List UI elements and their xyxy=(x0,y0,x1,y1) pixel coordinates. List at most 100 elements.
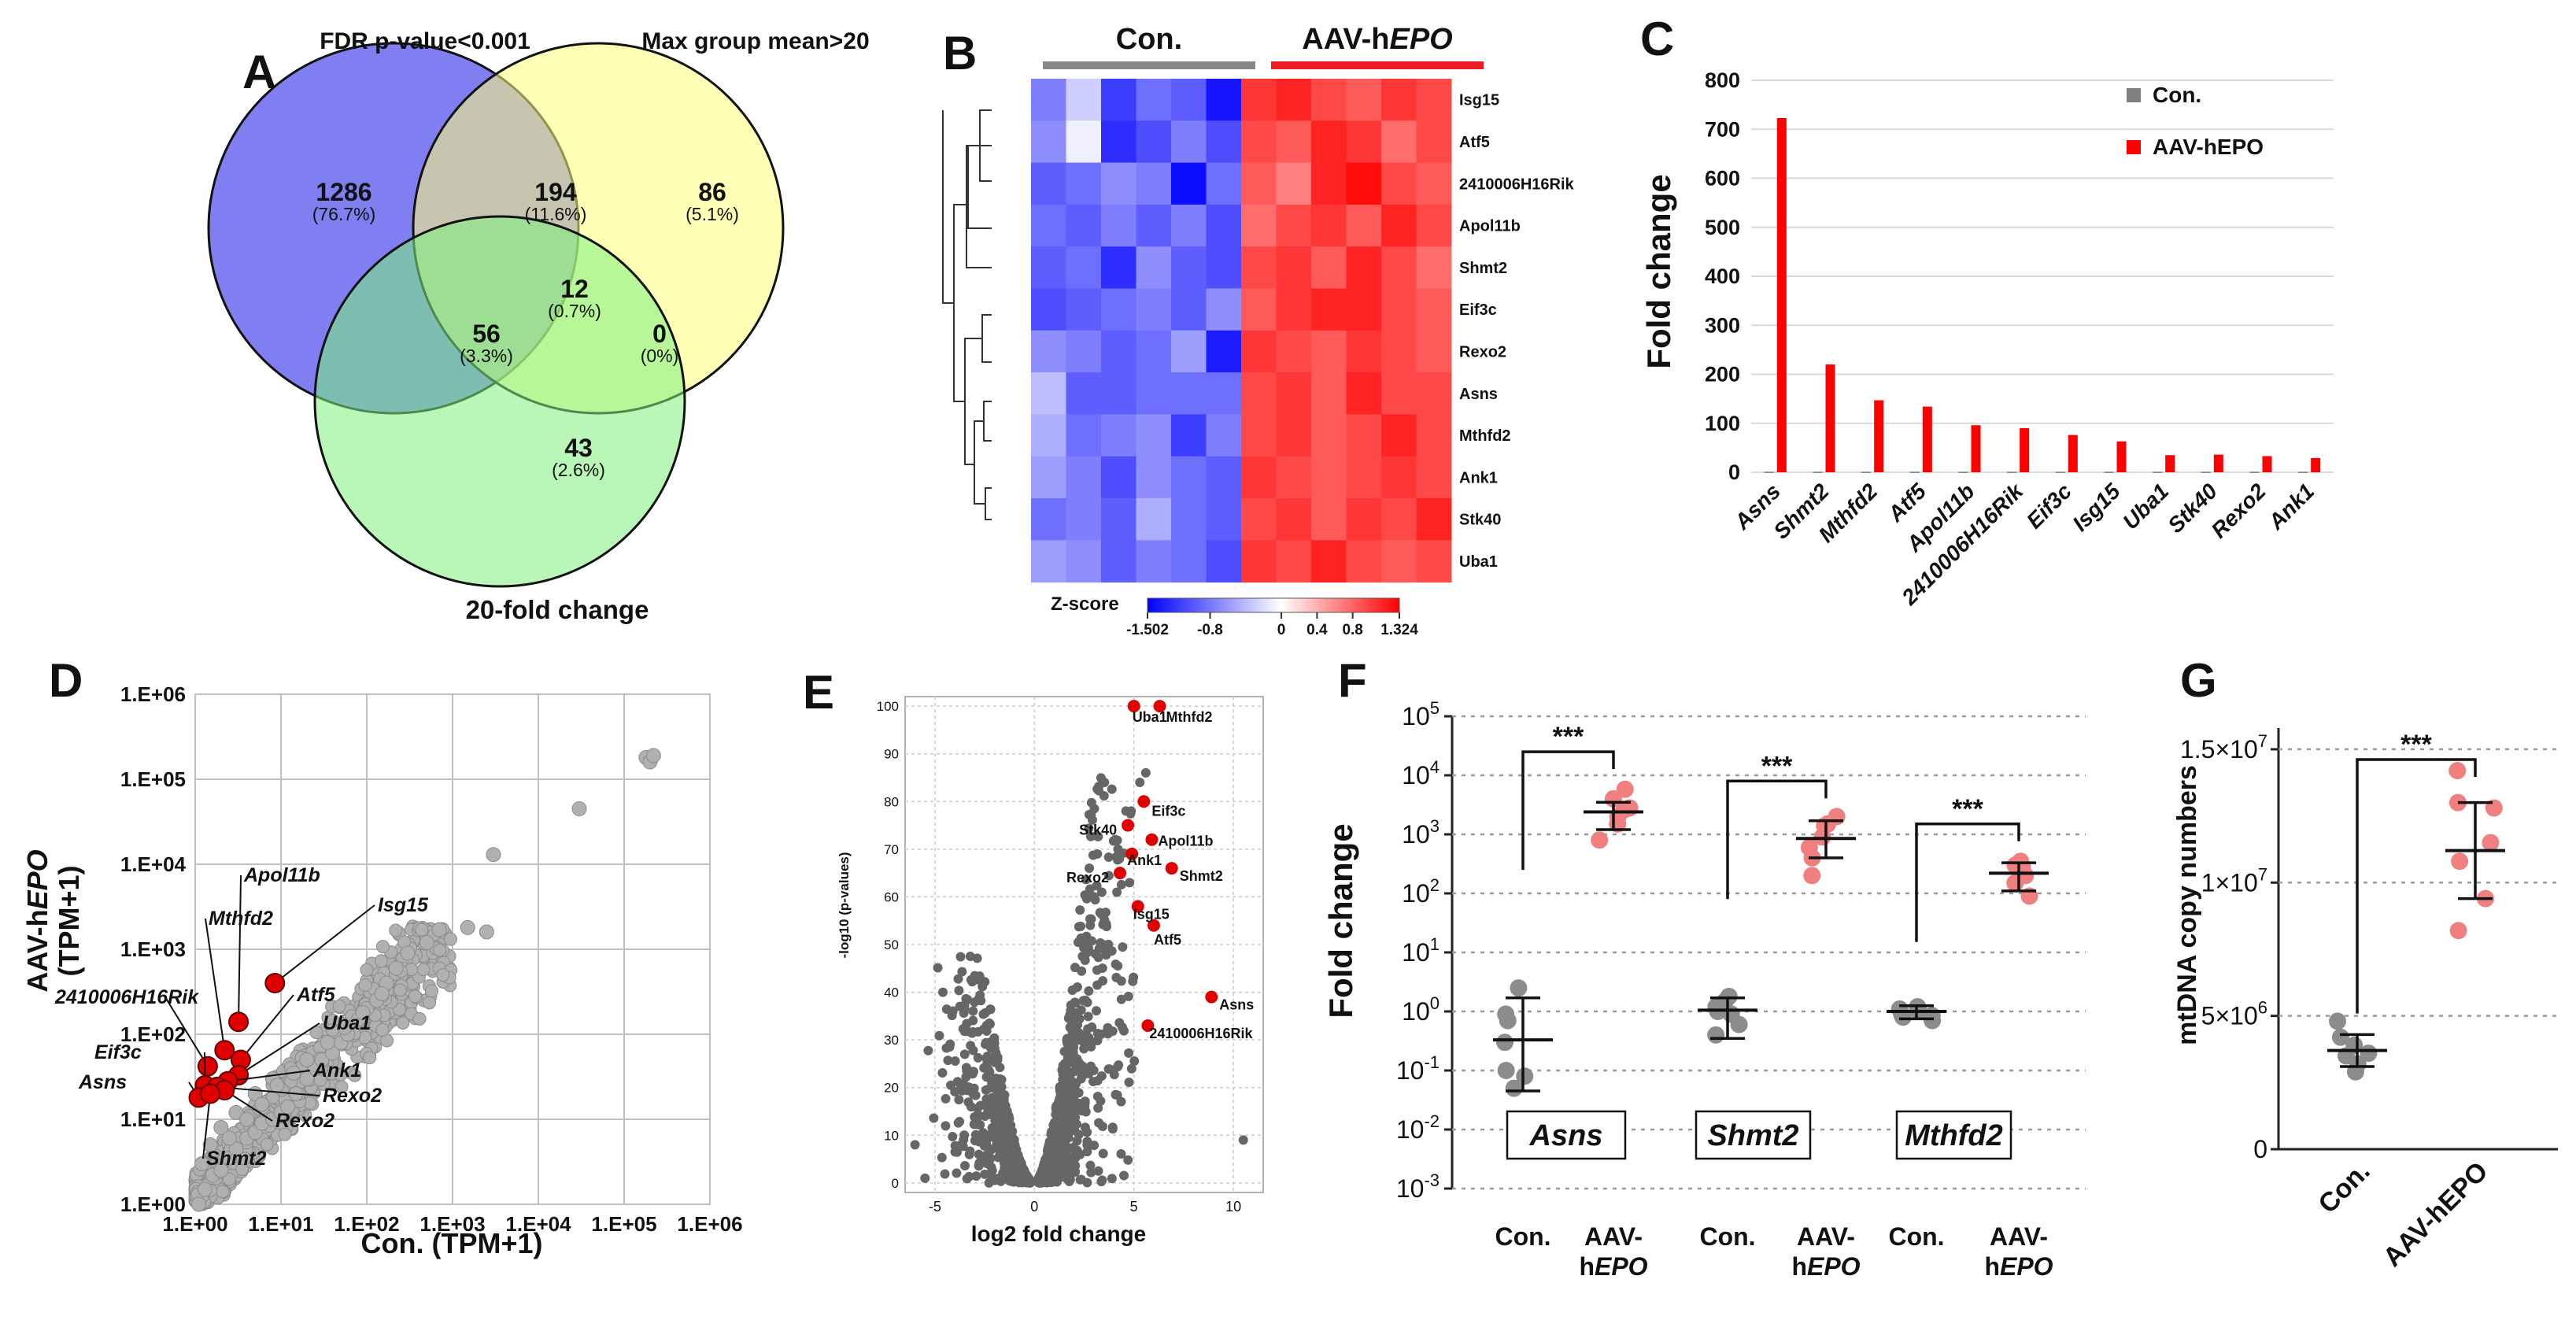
heatmap-cell xyxy=(1276,162,1312,205)
e-point xyxy=(1096,938,1106,948)
heatmap-cell xyxy=(1276,372,1312,415)
f-xtick-label: Con. xyxy=(1495,1222,1550,1251)
heatmap-cell xyxy=(1241,456,1277,499)
heatmap-row-label: Asns xyxy=(1459,386,1498,403)
c-bar-epo xyxy=(2213,454,2223,472)
d-point xyxy=(389,923,403,937)
e-point xyxy=(968,1045,978,1056)
d-ytick-label: 1.E+01 xyxy=(120,1107,186,1131)
venn-pct-mean-fold: (0%) xyxy=(641,346,679,366)
heatmap-cell xyxy=(1101,414,1136,457)
f-ylabel: Fold change xyxy=(1322,823,1359,1018)
e-point xyxy=(1080,1122,1090,1133)
e-point xyxy=(1116,994,1126,1004)
heatmap-cell xyxy=(1276,204,1312,247)
heatmap-cell xyxy=(1381,498,1417,541)
heatmap-row-label: Stk40 xyxy=(1459,512,1501,529)
heatmap-cell xyxy=(1241,288,1277,331)
c-bar-epo xyxy=(2262,456,2272,472)
e-point xyxy=(1096,1096,1106,1106)
c-bar-epo xyxy=(1874,400,1884,472)
d-point xyxy=(221,1130,237,1146)
heatmap-cell xyxy=(1206,120,1242,164)
e-point xyxy=(1086,1167,1096,1178)
d-xtick-label: 1.E+01 xyxy=(248,1212,313,1236)
e-point xyxy=(1097,963,1107,973)
e-point xyxy=(1068,1048,1078,1058)
heatmap-cell xyxy=(1171,372,1207,415)
d-ytick-label: 1.E+03 xyxy=(120,937,186,961)
heatmap-cell xyxy=(1066,246,1102,289)
e-point xyxy=(1140,767,1151,778)
d-axis-labels: 1.E+001.E+00 1.E+01 1.E+01 1.E+02 1.E+02 1.E+… xyxy=(54,682,743,1236)
f-xtick-label-a: Con. xyxy=(1495,1222,1550,1251)
g-ytick-exp: 7 xyxy=(2258,864,2267,884)
heatmap-cell xyxy=(1381,330,1417,373)
heatmap-cell xyxy=(1346,288,1382,331)
d-leader-line xyxy=(164,996,209,1067)
e-gene-label: Apol11b xyxy=(1158,834,1213,849)
heatmap-cell xyxy=(1031,120,1066,164)
panel-letter-d: D xyxy=(49,654,83,707)
f-point xyxy=(1496,1033,1514,1052)
heatmap-cell xyxy=(1136,246,1172,289)
c-bar-con xyxy=(2055,471,2065,473)
e-point xyxy=(1093,1166,1103,1176)
g-ytick-label: 1.5×107 xyxy=(2180,731,2267,764)
heatmap-cell xyxy=(1381,120,1417,164)
e-xlabel: log2 fold change xyxy=(971,1222,1146,1246)
heatmap-cell xyxy=(1101,456,1136,499)
g-point xyxy=(2329,1012,2347,1030)
d-point xyxy=(269,1078,285,1093)
d-point xyxy=(194,1155,210,1171)
e-point xyxy=(1060,1172,1070,1182)
d-point xyxy=(239,1111,255,1127)
c-bar-epo xyxy=(2165,455,2175,472)
heatmap-cell xyxy=(1346,330,1382,373)
heatmap-cells xyxy=(1031,79,1452,583)
f-gene-box xyxy=(1895,1110,2012,1160)
e-point xyxy=(1089,892,1100,902)
d-point xyxy=(213,1119,229,1135)
c-legend-epo: AAV-hEPO xyxy=(2153,135,2264,159)
heatmap-cell xyxy=(1346,79,1382,121)
heatmap-cell xyxy=(1136,456,1172,499)
f-ytick-base: 10 xyxy=(1402,938,1430,967)
heatmap-row-label: Isg15 xyxy=(1459,92,1499,109)
c-bar-con xyxy=(1813,471,1823,473)
d-xtick-label: 1.E+02 xyxy=(334,1212,399,1236)
d-xlabel: Con. (TPM+1) xyxy=(361,1227,543,1259)
d-point xyxy=(393,983,407,997)
e-point xyxy=(1058,1081,1068,1091)
d-point xyxy=(337,1019,353,1035)
heatmap-cell xyxy=(1276,79,1312,121)
heatmap-cell xyxy=(1381,456,1417,499)
f-point xyxy=(1923,1007,1941,1025)
g-groups: Con. AAV-hEPO *** xyxy=(2312,730,2505,1273)
e-point xyxy=(987,1122,997,1133)
e-point xyxy=(1063,1133,1074,1143)
c-ytick-label: 500 xyxy=(1705,216,1740,239)
heatmap-cell xyxy=(1346,120,1382,164)
d-point xyxy=(238,1152,252,1166)
e-highlight-point xyxy=(1145,833,1159,846)
d-point xyxy=(280,1099,296,1115)
e-point xyxy=(978,982,988,992)
c-bar-epo xyxy=(2020,427,2030,472)
e-point xyxy=(995,1063,1005,1073)
c-bar-epo xyxy=(2068,434,2078,472)
d-point xyxy=(260,1137,274,1152)
f-sig-bracket xyxy=(1521,750,1615,871)
venn-count-mean-fold: 0 xyxy=(652,320,667,348)
f-sig-bracket xyxy=(1726,779,1828,900)
e-point xyxy=(941,1004,952,1015)
f-ytick-exp: 5 xyxy=(1430,698,1440,718)
e-point xyxy=(958,1141,968,1152)
e-point xyxy=(961,993,971,1004)
f-ytick-label: 103 xyxy=(1402,816,1440,849)
e-gene-label: Mthfd2 xyxy=(1166,709,1213,725)
heatmap-cell xyxy=(1381,204,1417,247)
g-sig-stars: *** xyxy=(2400,730,2432,760)
e-point xyxy=(989,1175,1000,1185)
d-highlight-point xyxy=(228,1011,249,1033)
